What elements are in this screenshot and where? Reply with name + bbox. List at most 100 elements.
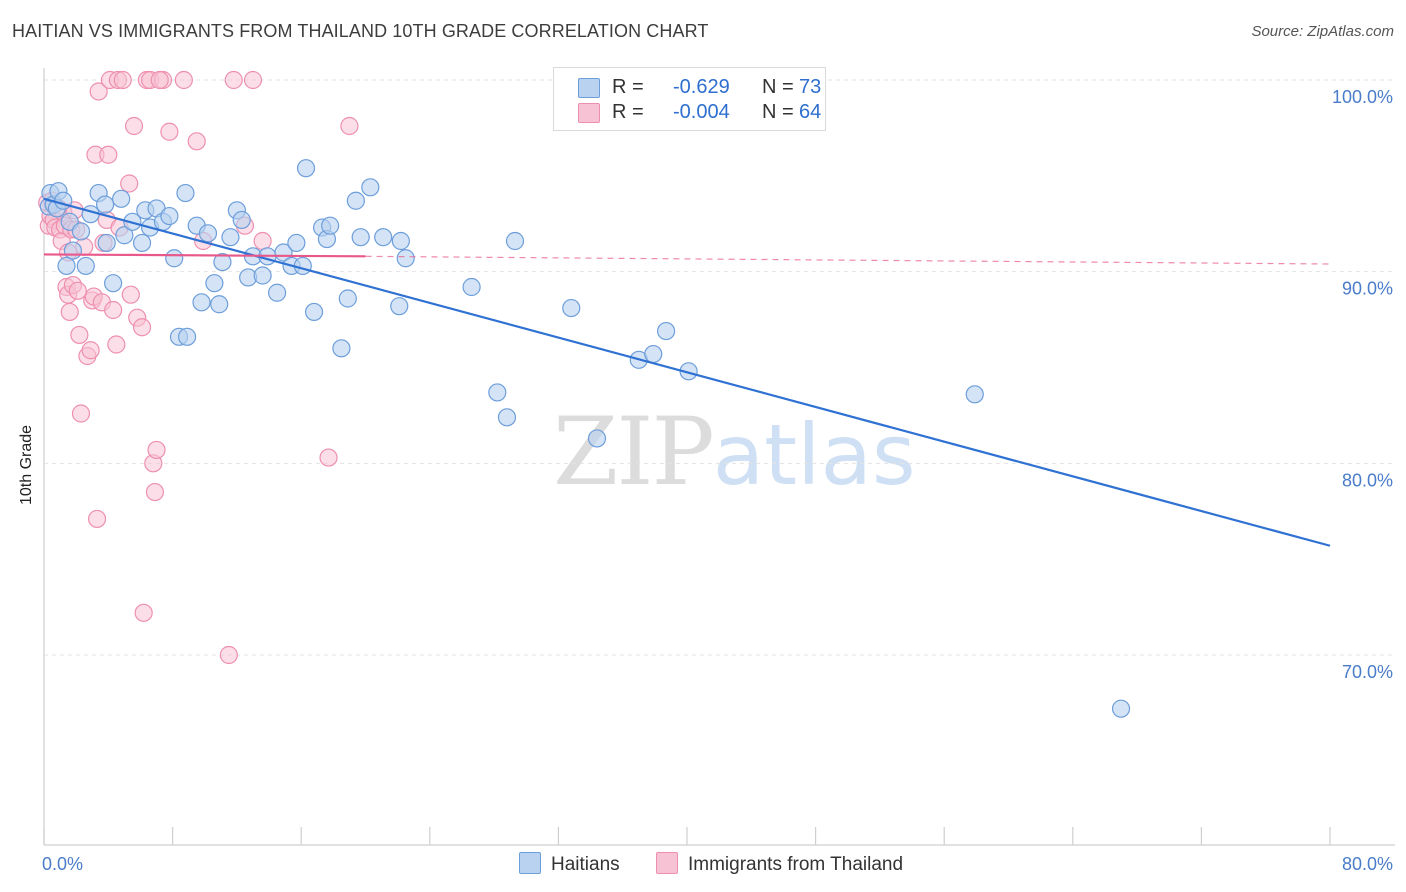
haitian-point: [287, 233, 306, 253]
haitian-point: [192, 293, 211, 312]
haitian-point: [81, 205, 100, 224]
thailand-point: [132, 318, 152, 337]
thailand-point: [60, 302, 79, 322]
haitian-point: [97, 233, 116, 253]
haitian-point: [391, 231, 410, 251]
thailand-point: [121, 285, 140, 304]
haitian-point: [321, 216, 340, 235]
haitian-point: [71, 222, 91, 241]
watermark-atlas: atlas: [712, 406, 916, 504]
axis-layer: [43, 68, 1395, 846]
legend-r-value: -0.629: [673, 76, 730, 98]
haitian-point: [132, 233, 152, 253]
haitian-point: [497, 408, 517, 427]
thailand-point: [89, 82, 108, 101]
bottom-legend-thailand: Immigrants from Thailand: [656, 852, 903, 876]
y-axis-label: 10th Grade: [18, 424, 35, 505]
legend-n-label: N =: [762, 76, 794, 98]
haitian-point: [965, 385, 984, 404]
thailand-point: [150, 70, 169, 90]
x-tick-label-max: 80.0%: [1342, 854, 1393, 874]
thailand-point: [71, 404, 91, 423]
haitian-point: [232, 210, 251, 230]
haitian-point: [210, 295, 229, 314]
legend-r-label: R =: [612, 76, 644, 98]
haitian-point: [462, 277, 481, 297]
haitian-point: [488, 383, 507, 402]
haitians-swatch: [578, 78, 600, 98]
haitians-legend-swatch: [519, 852, 541, 874]
haitian-point: [1111, 699, 1131, 718]
legend-n-label: N =: [762, 101, 794, 123]
haitian-point: [657, 321, 676, 341]
thailand-legend-swatch: [656, 852, 678, 874]
thailand-point: [340, 116, 359, 136]
thailand-point: [87, 509, 107, 529]
y-tick-label: 100.0%: [1332, 87, 1393, 107]
haitian-point: [361, 178, 380, 197]
haitian-point: [160, 206, 179, 226]
y-axis-label-wrap: 10th Grade: [18, 425, 38, 625]
thailand-point: [124, 116, 144, 136]
y-tick-label: 70.0%: [1342, 662, 1393, 682]
haitian-point: [390, 297, 409, 316]
thailand-point: [99, 145, 118, 164]
watermark: ZIPatlas: [553, 398, 916, 507]
haitian-point: [176, 183, 195, 203]
haitian-point: [213, 252, 232, 272]
haitian-point: [221, 228, 240, 247]
thailand-point: [224, 70, 243, 90]
haitian-point: [104, 274, 123, 293]
haitian-point: [253, 266, 272, 285]
thailand-point: [145, 482, 165, 502]
haitian-point: [332, 339, 351, 358]
thailand-point: [113, 70, 132, 90]
correlation-legend: R = -0.629 N = 73 R = -0.004 N = 64: [553, 67, 826, 131]
haitian-point: [57, 256, 76, 276]
haitian-point: [76, 256, 95, 276]
haitian-point: [198, 224, 218, 243]
thailand-point: [70, 325, 89, 345]
tick-label-layer: 70.0% 80.0% 90.0% 100.0% 0.0% 80.0%: [42, 87, 1393, 874]
haitian-point: [177, 327, 197, 346]
chart-title: HAITIAN VS IMMIGRANTS FROM THAILAND 10TH…: [12, 21, 709, 41]
thailand-point: [120, 174, 139, 193]
haitian-point: [267, 283, 287, 302]
haitian-point: [346, 191, 365, 210]
thailand-point: [187, 132, 206, 151]
thailand-swatch: [578, 103, 600, 123]
haitian-point: [115, 226, 134, 245]
legend-r-label: R =: [612, 101, 644, 123]
thailand-point: [160, 122, 179, 141]
haitian-point: [374, 228, 393, 247]
haitian-point: [587, 429, 607, 448]
thailand-point: [107, 335, 126, 354]
thailand-point: [147, 440, 166, 460]
thailand-point: [319, 448, 338, 467]
haitian-point: [304, 302, 324, 322]
thailand-point: [219, 645, 238, 665]
thailand-point: [243, 70, 263, 90]
haitian-point: [562, 298, 581, 318]
grid-layer: [44, 79, 1395, 656]
haitians-legend-label: Haitians: [551, 854, 620, 875]
haitian-point: [396, 249, 415, 268]
haitian-point: [296, 159, 316, 178]
thailand-point: [104, 300, 123, 320]
thailand-legend-label: Immigrants from Thailand: [688, 854, 904, 875]
thailand-trend-extension: [365, 255, 1331, 265]
haitian-point: [165, 249, 184, 268]
y-tick-label: 80.0%: [1342, 470, 1393, 490]
thailand-point: [81, 341, 100, 360]
y-tick-label: 90.0%: [1342, 279, 1393, 299]
haitian-point: [505, 231, 525, 251]
source-label: Source: ZipAtlas.com: [1251, 23, 1394, 40]
thailand-point: [68, 281, 87, 300]
haitian-point: [338, 289, 357, 308]
haitian-point: [205, 274, 224, 293]
haitian-point: [63, 241, 83, 260]
x-tick-label-min: 0.0%: [42, 854, 83, 874]
haitian-point: [644, 344, 663, 364]
haitians-trend-line: [43, 197, 1331, 547]
legend-r-value: -0.004: [673, 101, 730, 123]
